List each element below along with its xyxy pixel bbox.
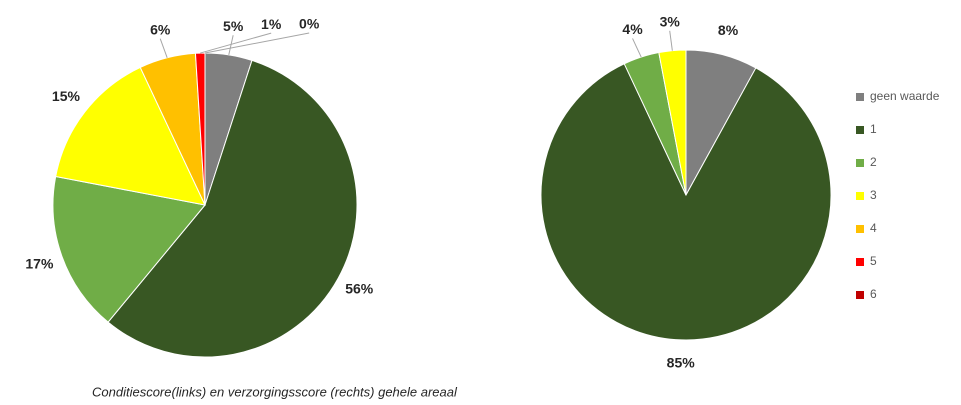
legend-swatch <box>856 258 864 266</box>
pie-slice <box>55 66 206 206</box>
data-label: 3% <box>660 13 681 29</box>
data-label: 0% <box>299 16 320 32</box>
data-label: 17% <box>25 255 54 271</box>
legend-swatch <box>856 126 864 134</box>
leader-line <box>669 30 673 51</box>
legend-label: 5 <box>870 254 877 268</box>
leader-line <box>204 32 310 54</box>
legend-label: 6 <box>870 287 877 301</box>
data-label: 56% <box>345 280 374 296</box>
legend-swatch <box>856 93 864 101</box>
pie-slice <box>107 59 358 358</box>
data-label: 85% <box>667 355 696 371</box>
caption: Conditiescore(links) en verzorgingsscore… <box>92 384 458 399</box>
legend-swatch <box>856 159 864 167</box>
legend-swatch <box>856 192 864 200</box>
leader-line <box>228 35 234 55</box>
legend-label: 2 <box>870 155 877 169</box>
data-label: 6% <box>150 21 171 37</box>
legend-label: 4 <box>870 221 877 235</box>
legend-label: 1 <box>870 122 877 136</box>
pie-slice <box>52 175 206 323</box>
pie-slice <box>658 49 687 196</box>
pie-slice <box>540 63 832 341</box>
legend-label: 3 <box>870 188 877 202</box>
leader-line <box>200 32 272 54</box>
leader-line <box>632 38 642 58</box>
legend-swatch <box>856 291 864 299</box>
data-label: 8% <box>718 22 739 38</box>
data-label: 4% <box>622 21 643 37</box>
data-label: 5% <box>223 18 244 34</box>
legend-swatch <box>856 225 864 233</box>
leader-line <box>159 38 168 58</box>
data-label: 15% <box>52 88 81 104</box>
data-label: 1% <box>261 16 282 32</box>
legend-label: geen waarde <box>870 89 940 103</box>
